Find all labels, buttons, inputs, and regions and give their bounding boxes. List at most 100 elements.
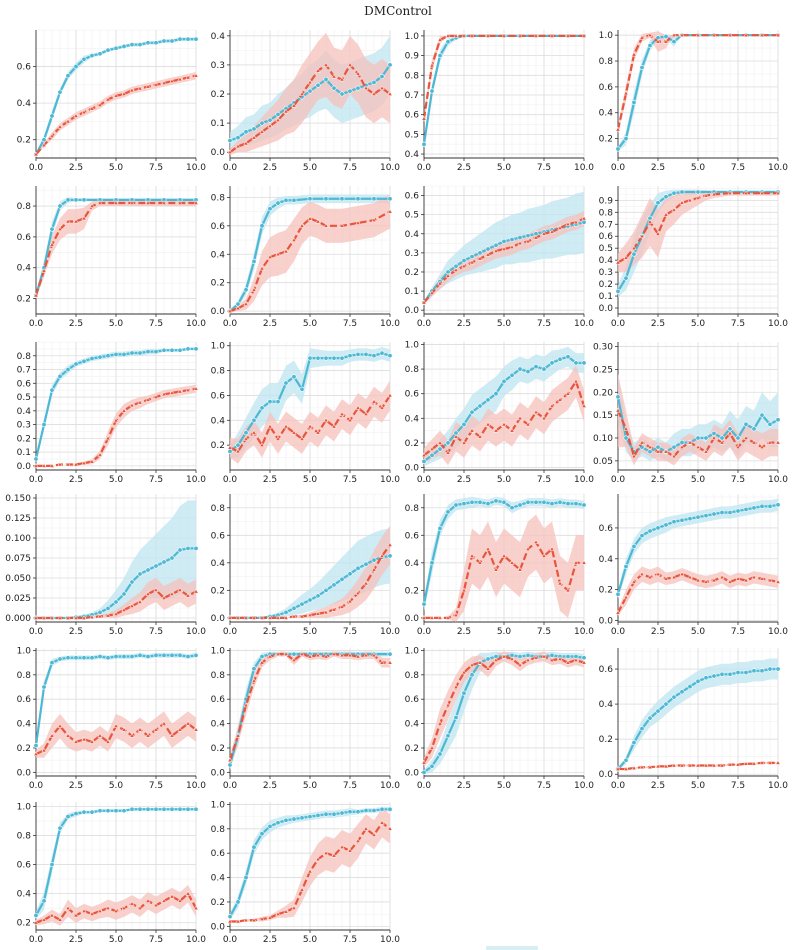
y-tick-label: 0.2 [17, 919, 31, 929]
series-red-point [509, 560, 515, 565]
y-tick-label: 0.4 [17, 99, 32, 109]
series-red-point [307, 79, 313, 85]
series-red-point [185, 890, 191, 896]
series-red-point [371, 217, 377, 222]
series-blue-point [647, 528, 653, 534]
series-blue-point [299, 601, 305, 607]
series-blue-point [387, 651, 393, 657]
series-blue-point [161, 559, 167, 565]
x-tick-label: 5.0 [691, 475, 706, 485]
series-red-point [89, 911, 95, 916]
series-blue-point [469, 254, 475, 260]
series-blue-point [121, 654, 127, 660]
series-red-point [145, 200, 151, 205]
series-blue-point [387, 62, 393, 68]
series-red-point [323, 609, 329, 615]
series-red-point [235, 448, 241, 454]
series-red-point [517, 662, 523, 667]
series-red-point [743, 190, 749, 196]
series-red-point [445, 33, 451, 38]
series-red-point [33, 151, 39, 157]
series-red-point [331, 651, 337, 656]
series-red-point [307, 868, 313, 874]
series-blue-point [469, 499, 475, 505]
series-red-point [727, 32, 733, 38]
series-red-point [275, 117, 281, 123]
series-red-point [775, 439, 781, 445]
series-blue-point [307, 355, 313, 361]
y-tick-label: 0.8 [599, 57, 614, 67]
x-tick-label: 2.5 [651, 627, 665, 637]
series-red-point [33, 292, 39, 298]
x-tick-label: 2.5 [69, 781, 83, 791]
series-red-point [387, 826, 393, 831]
series-blue-point [703, 435, 709, 441]
y-tick-label: 0.6 [405, 390, 420, 400]
series-blue-point [169, 38, 175, 44]
panel-21: 0.0 2.5 5.0 7.5 10.0 0.2 0.4 0.6 0.8 1.0 [17, 802, 206, 945]
series-blue-point [493, 391, 499, 397]
series-blue-point [323, 76, 329, 82]
series-blue-point [767, 503, 773, 509]
y-tick-label: 0.0 [599, 304, 614, 314]
series-blue-point [501, 378, 507, 384]
y-tick-label: 1.0 [17, 802, 32, 812]
y-tick-label: 0.3 [599, 268, 613, 278]
series-red-point [65, 218, 71, 224]
series-red-line [424, 217, 585, 304]
series-blue-point [57, 203, 63, 209]
series-blue-point [267, 823, 273, 829]
series-red-point [525, 421, 531, 427]
series-blue-point [679, 189, 685, 195]
series-blue-point [291, 605, 297, 611]
series-red-point [177, 388, 183, 394]
series-red-point [647, 219, 653, 224]
series-red-point [145, 83, 151, 89]
y-tick-label: 0.0 [211, 307, 226, 317]
x-tick-label: 5.0 [303, 475, 318, 485]
series-blue-point [379, 806, 385, 812]
series-red-point [639, 439, 645, 445]
series-red-point [97, 613, 103, 619]
series-blue-point [145, 349, 151, 355]
series-blue-point [291, 374, 297, 380]
series-blue-point [711, 673, 717, 679]
series-red-point [113, 611, 119, 616]
series-red-point [461, 587, 467, 593]
series-red-point [177, 587, 183, 592]
series-red-point [145, 732, 151, 738]
series-red-point [57, 226, 63, 232]
series-red-point [307, 215, 313, 221]
x-tick-label: 2.5 [651, 475, 665, 485]
series-red-point [387, 542, 393, 547]
x-tick-label: 0.0 [417, 627, 432, 637]
y-tick-label: 0.4 [17, 720, 32, 730]
series-blue-point [73, 361, 79, 367]
series-blue-band [618, 498, 778, 599]
series-blue-point [437, 446, 443, 452]
series-blue-point [129, 42, 135, 48]
series-red-point [73, 912, 79, 918]
x-tick-label: 10.0 [186, 163, 206, 173]
series-blue-point [331, 85, 337, 91]
series-blue-point [97, 808, 103, 814]
series-red-point [453, 267, 459, 272]
series-blue-point [177, 547, 183, 553]
y-tick-label: 0.1 [17, 448, 31, 458]
y-tick-label: 0.6 [211, 849, 226, 859]
series-blue-point [177, 652, 183, 658]
series-red-point [751, 760, 757, 766]
series-red-point [647, 32, 653, 38]
series-blue-point [421, 601, 427, 607]
series-red-point [631, 453, 637, 459]
x-tick-label: 0.0 [417, 475, 432, 485]
series-blue-point [639, 533, 645, 539]
x-tick-label: 7.5 [537, 319, 551, 329]
series-red-point [679, 32, 685, 38]
series-blue-point [169, 806, 175, 812]
series-red-point [347, 652, 353, 658]
x-tick-label: 0.0 [29, 475, 44, 485]
series-blue-point [307, 196, 313, 202]
series-red-point [275, 651, 281, 656]
y-tick-label: 0.7 [599, 220, 613, 230]
